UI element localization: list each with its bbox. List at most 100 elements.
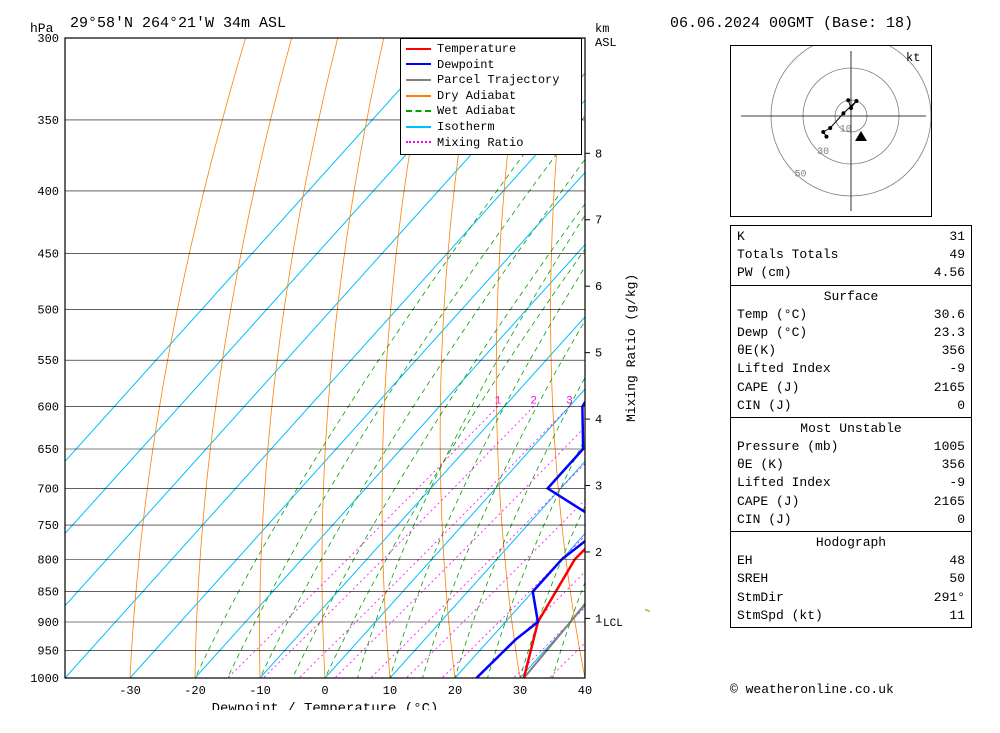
mu-header: Most Unstable bbox=[737, 420, 965, 438]
legend-swatch bbox=[406, 141, 431, 145]
index-value: 4.56 bbox=[934, 264, 965, 282]
svg-text:1: 1 bbox=[495, 395, 502, 407]
index-value: 1005 bbox=[934, 438, 965, 456]
svg-text:950: 950 bbox=[37, 645, 59, 659]
svg-text:ASL: ASL bbox=[595, 36, 617, 50]
index-row: Dewp (°C)23.3 bbox=[737, 324, 965, 342]
credit: © weatheronline.co.uk bbox=[730, 682, 894, 697]
svg-text:7: 7 bbox=[595, 214, 602, 228]
index-row: CIN (J)0 bbox=[737, 511, 965, 529]
svg-text:10: 10 bbox=[840, 124, 852, 135]
index-value: 11 bbox=[949, 607, 965, 625]
svg-text:6: 6 bbox=[595, 280, 602, 294]
index-label: SREH bbox=[737, 570, 768, 588]
index-value: 2165 bbox=[934, 379, 965, 397]
svg-text:10: 10 bbox=[383, 684, 397, 698]
index-label: EH bbox=[737, 552, 753, 570]
svg-text:500: 500 bbox=[37, 304, 59, 318]
svg-text:850: 850 bbox=[37, 586, 59, 600]
index-label: PW (cm) bbox=[737, 264, 792, 282]
index-value: 2165 bbox=[934, 493, 965, 511]
svg-text:8: 8 bbox=[595, 147, 602, 161]
svg-text:0: 0 bbox=[321, 684, 328, 698]
index-row: Lifted Index -9 bbox=[737, 360, 965, 378]
legend-item: Dewpoint bbox=[406, 58, 576, 74]
legend: TemperatureDewpointParcel TrajectoryDry … bbox=[400, 38, 582, 155]
svg-text:hPa: hPa bbox=[30, 21, 54, 36]
svg-text:1: 1 bbox=[595, 612, 602, 626]
svg-text:kt: kt bbox=[906, 51, 920, 65]
index-label: Totals Totals bbox=[737, 246, 838, 264]
index-value: 50 bbox=[949, 570, 965, 588]
svg-text:2: 2 bbox=[530, 395, 537, 407]
index-row: CIN (J)0 bbox=[737, 397, 965, 415]
hodograph-svg: 103050kt bbox=[731, 46, 931, 216]
index-value: 0 bbox=[957, 397, 965, 415]
svg-text:550: 550 bbox=[37, 354, 59, 368]
index-label: Lifted Index bbox=[737, 360, 831, 378]
index-label: CIN (J) bbox=[737, 511, 792, 529]
index-label: Temp (°C) bbox=[737, 306, 807, 324]
index-label: Lifted Index bbox=[737, 474, 831, 492]
surface-header: Surface bbox=[737, 288, 965, 306]
legend-label: Parcel Trajectory bbox=[437, 73, 559, 89]
svg-text:-30: -30 bbox=[119, 684, 141, 698]
index-value: 291° bbox=[934, 589, 965, 607]
index-row: Pressure (mb)1005 bbox=[737, 438, 965, 456]
svg-text:1000: 1000 bbox=[30, 672, 59, 686]
valid-time: 06.06.2024 00GMT (Base: 18) bbox=[670, 15, 913, 32]
svg-text:LCL: LCL bbox=[603, 618, 623, 630]
index-value: 31 bbox=[949, 228, 965, 246]
svg-text:650: 650 bbox=[37, 443, 59, 457]
index-label: StmDir bbox=[737, 589, 784, 607]
legend-label: Dewpoint bbox=[437, 58, 495, 74]
svg-text:600: 600 bbox=[37, 400, 59, 414]
index-row: CAPE (J)2165 bbox=[737, 379, 965, 397]
station-title: 29°58'N 264°21'W 34m ASL bbox=[70, 15, 286, 32]
index-value: 30.6 bbox=[934, 306, 965, 324]
svg-text:40: 40 bbox=[578, 684, 592, 698]
index-value: 48 bbox=[949, 552, 965, 570]
index-row: EH 48 bbox=[737, 552, 965, 570]
index-value: 356 bbox=[942, 456, 965, 474]
svg-text:50: 50 bbox=[795, 170, 807, 181]
legend-item: Mixing Ratio bbox=[406, 136, 576, 152]
legend-item: Isotherm bbox=[406, 120, 576, 136]
index-value: -9 bbox=[949, 474, 965, 492]
index-row: θE (K)356 bbox=[737, 456, 965, 474]
svg-text:450: 450 bbox=[37, 248, 59, 262]
hodo-header: Hodograph bbox=[737, 534, 965, 552]
svg-text:4: 4 bbox=[595, 413, 602, 427]
index-row: StmDir 291° bbox=[737, 589, 965, 607]
index-row: Totals Totals49 bbox=[737, 246, 965, 264]
index-label: CAPE (J) bbox=[737, 493, 799, 511]
svg-text:Mixing Ratio (g/kg): Mixing Ratio (g/kg) bbox=[624, 274, 639, 422]
legend-label: Mixing Ratio bbox=[437, 136, 523, 152]
svg-text:3: 3 bbox=[566, 395, 573, 407]
legend-label: Isotherm bbox=[437, 120, 495, 136]
legend-label: Temperature bbox=[437, 42, 516, 58]
legend-label: Dry Adiabat bbox=[437, 89, 516, 105]
legend-item: Parcel Trajectory bbox=[406, 73, 576, 89]
legend-swatch bbox=[406, 110, 431, 114]
index-label: K bbox=[737, 228, 745, 246]
index-row: SREH 50 bbox=[737, 570, 965, 588]
index-row: StmSpd (kt)11 bbox=[737, 607, 965, 625]
legend-swatch bbox=[406, 79, 431, 83]
svg-text:900: 900 bbox=[37, 616, 59, 630]
index-row: Lifted Index -9 bbox=[737, 474, 965, 492]
svg-text:km: km bbox=[595, 22, 609, 36]
hodograph: 103050kt bbox=[730, 45, 932, 217]
index-row: K 31 bbox=[737, 228, 965, 246]
svg-text:30: 30 bbox=[513, 684, 527, 698]
svg-text:5: 5 bbox=[595, 347, 602, 361]
skewt-container: 29°58'N 264°21'W 34m ASL 123300350400450… bbox=[10, 10, 990, 723]
legend-item: Dry Adiabat bbox=[406, 89, 576, 105]
svg-text:20: 20 bbox=[448, 684, 462, 698]
svg-text:800: 800 bbox=[37, 553, 59, 567]
index-label: Dewp (°C) bbox=[737, 324, 807, 342]
index-value: -9 bbox=[949, 360, 965, 378]
svg-text:700: 700 bbox=[37, 482, 59, 496]
svg-text:750: 750 bbox=[37, 519, 59, 533]
svg-text:350: 350 bbox=[37, 114, 59, 128]
